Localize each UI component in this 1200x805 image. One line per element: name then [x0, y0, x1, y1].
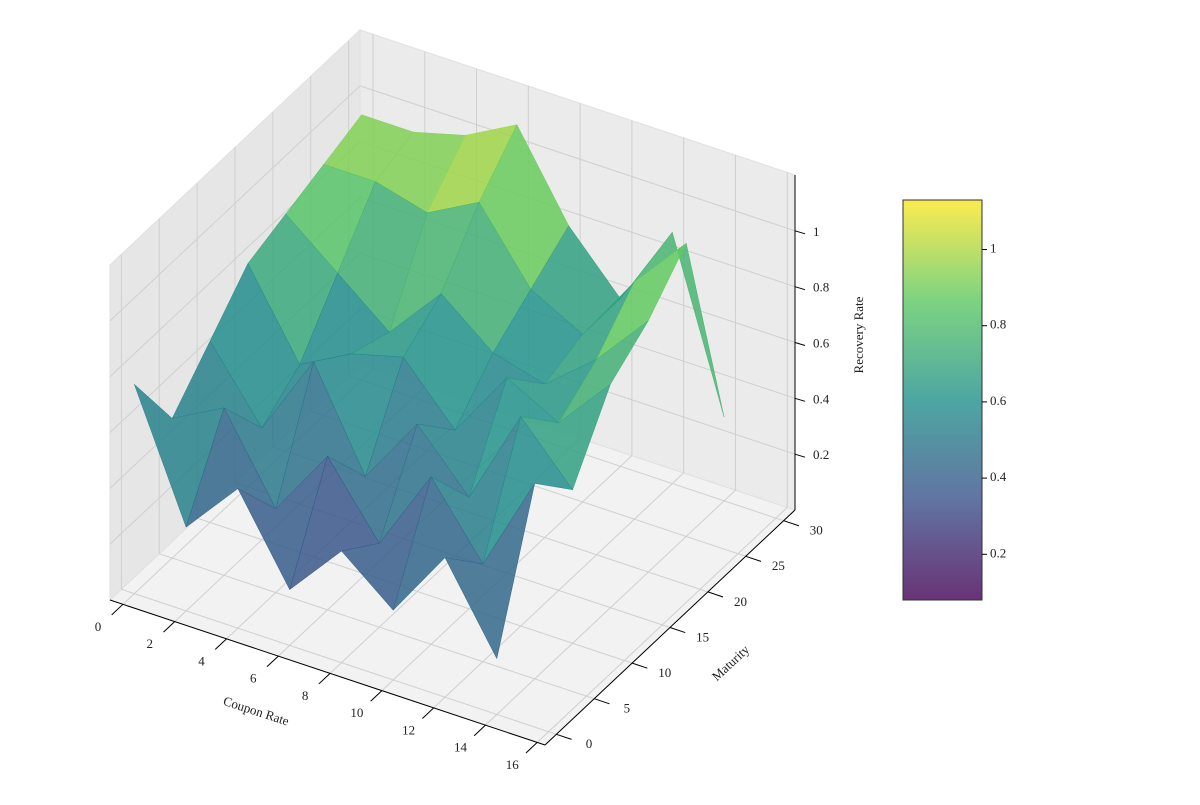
y-axis-label: Maturity [709, 641, 753, 683]
colorbar-tick-label: 0.6 [990, 393, 1007, 408]
x-tick-label: 12 [402, 722, 415, 737]
colorbar [902, 199, 983, 601]
z-tick [794, 342, 806, 346]
z-tick-label: 0.4 [813, 391, 830, 406]
x-tick [266, 655, 279, 668]
x-tick-label: 2 [146, 636, 153, 651]
y-tick-label: 25 [772, 558, 785, 573]
x-tick-label: 14 [454, 740, 468, 755]
y-tick-label: 30 [810, 523, 823, 538]
z-tick [794, 286, 806, 291]
grid-line [159, 553, 595, 700]
x-tick-label: 0 [95, 619, 102, 634]
x-axis-label: Coupon Rate [221, 693, 291, 728]
z-tick-label: 0.2 [813, 447, 829, 462]
x-tick-label: 16 [506, 757, 520, 772]
z-tick [794, 397, 806, 402]
surface-face [444, 483, 535, 660]
x-tick-label: 10 [350, 705, 363, 720]
x-tick-label: 4 [198, 653, 205, 668]
x-tick [318, 672, 331, 685]
grid-line [109, 85, 361, 322]
z-tick [794, 453, 806, 458]
y-tick-label: 5 [624, 701, 631, 716]
x-tick [111, 603, 124, 616]
colorbar-tick-label: 0.2 [990, 545, 1006, 560]
z-tick [794, 230, 806, 235]
x-tick [473, 724, 486, 737]
y-tick [707, 591, 724, 598]
y-tick-label: 0 [586, 736, 593, 751]
z-tick-label: 1 [813, 224, 820, 239]
z-tick-label: 0.6 [813, 335, 830, 350]
y-tick-label: 10 [658, 665, 671, 680]
y-tick-label: 20 [734, 594, 747, 609]
z-axis-label: Recovery Rate [851, 296, 866, 373]
x-tick [525, 742, 538, 754]
y-tick-label: 15 [696, 629, 709, 644]
x-tick [422, 707, 435, 719]
y-tick [556, 733, 572, 740]
z-tick-label: 0.8 [813, 280, 829, 295]
colorbar-tick-label: 0.4 [990, 469, 1007, 484]
x-tick-label: 8 [302, 688, 309, 703]
y-tick [669, 627, 686, 634]
colorbar-tick-label: 1 [990, 241, 997, 256]
colorbar-tick-label: 0.8 [990, 317, 1006, 332]
y-tick [783, 520, 800, 527]
grid-line [121, 588, 557, 735]
axis-line [109, 599, 546, 746]
x-tick [370, 690, 383, 702]
plot-3d: 0 2 4 6 8 10 12 14 16 0 5 10 15 20 25 30 0.2 0.4 0.6 0.8 1 [95, 28, 830, 772]
x-tick-label: 6 [250, 671, 257, 686]
y-tick [594, 698, 610, 705]
axis-line [544, 509, 796, 746]
y-tick [631, 662, 648, 669]
x-tick [214, 638, 227, 650]
x-tick [163, 621, 176, 633]
y-tick [745, 555, 762, 562]
grid-line [359, 85, 796, 232]
